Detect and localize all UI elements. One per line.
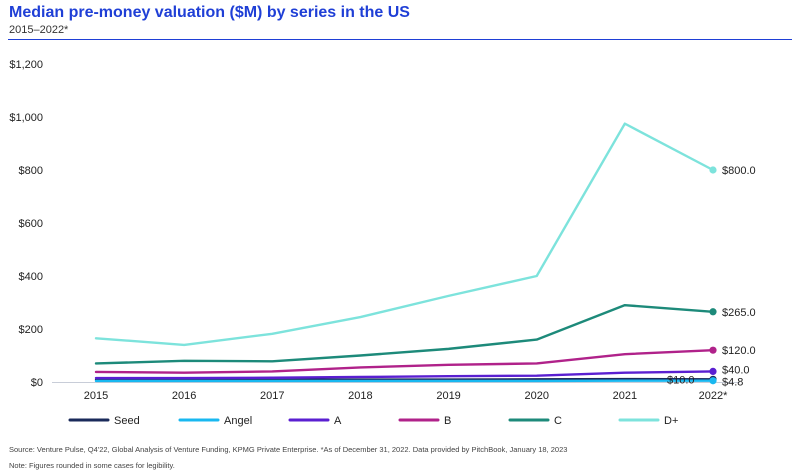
series-line-c — [94, 303, 715, 365]
x-tick-label: 2022* — [699, 390, 728, 402]
y-tick-label: $800 — [19, 165, 43, 177]
series-end-label: $40.0 — [722, 364, 750, 376]
legend-label: Angel — [224, 415, 252, 427]
note-footnote: Note: Figures rounded in some cases for … — [9, 461, 175, 470]
x-tick-label: 2021 — [613, 390, 637, 402]
y-tick-label: $400 — [19, 271, 43, 283]
legend-label: A — [334, 415, 342, 427]
x-tick-label: 2018 — [348, 390, 372, 402]
series-end-label: $120.0 — [722, 345, 756, 357]
x-tick-label: 2017 — [260, 390, 284, 402]
y-axis: $0 $200 $400 $600 $800 $1,000 $1,200 — [9, 59, 43, 389]
y-tick-label: $0 — [31, 377, 43, 389]
series-line-d — [94, 122, 715, 347]
x-tick-label: 2020 — [524, 390, 548, 402]
y-tick-label: $200 — [19, 324, 43, 336]
series-end-point-angel — [709, 377, 717, 385]
series-end-label: $4.8 — [722, 377, 743, 389]
line-chart: $0$200$400$600$800$1,000$1,200 2015 2016 2… — [9, 59, 756, 427]
series-line-b — [94, 349, 715, 374]
legend-label: Seed — [114, 415, 140, 427]
x-tick-label: 2019 — [436, 390, 460, 402]
end-labels: $10.0 $4.8$40.0 $120.0 $265.0 $800.0 — [667, 165, 756, 389]
x-tick-label: 2015 — [84, 390, 108, 402]
y-tick-label: $1,200 — [9, 59, 43, 71]
y-tick-label: $1,000 — [9, 112, 43, 124]
chart-title: Median pre-money valuation ($M) by serie… — [9, 4, 410, 21]
series-end-point-a — [709, 367, 717, 375]
series-lines — [94, 122, 717, 385]
legend-label: C — [554, 415, 562, 427]
title-divider — [8, 39, 792, 40]
legend-label: B — [444, 415, 451, 427]
series-end-label: $10.0 — [667, 374, 695, 386]
x-axis: 2015 2016 2017 2018 2019 2020 2021 2022* — [52, 382, 740, 402]
source-footnote: Source: Venture Pulse, Q4'22, Global Ana… — [9, 445, 568, 454]
chart-subtitle: 2015–2022* — [9, 24, 69, 36]
series-end-label: $265.0 — [722, 307, 756, 319]
series-end-point-b — [709, 346, 717, 354]
x-tick-label: 2016 — [172, 390, 196, 402]
legend-label: D+ — [664, 415, 678, 427]
series-line-a — [94, 370, 715, 380]
chart-legend: Seed Angel A B C D+ — [68, 415, 678, 427]
series-end-label: $800.0 — [722, 165, 756, 177]
series-end-point-c — [709, 308, 717, 316]
y-tick-label: $600 — [19, 218, 43, 230]
series-end-point-d — [709, 166, 717, 174]
